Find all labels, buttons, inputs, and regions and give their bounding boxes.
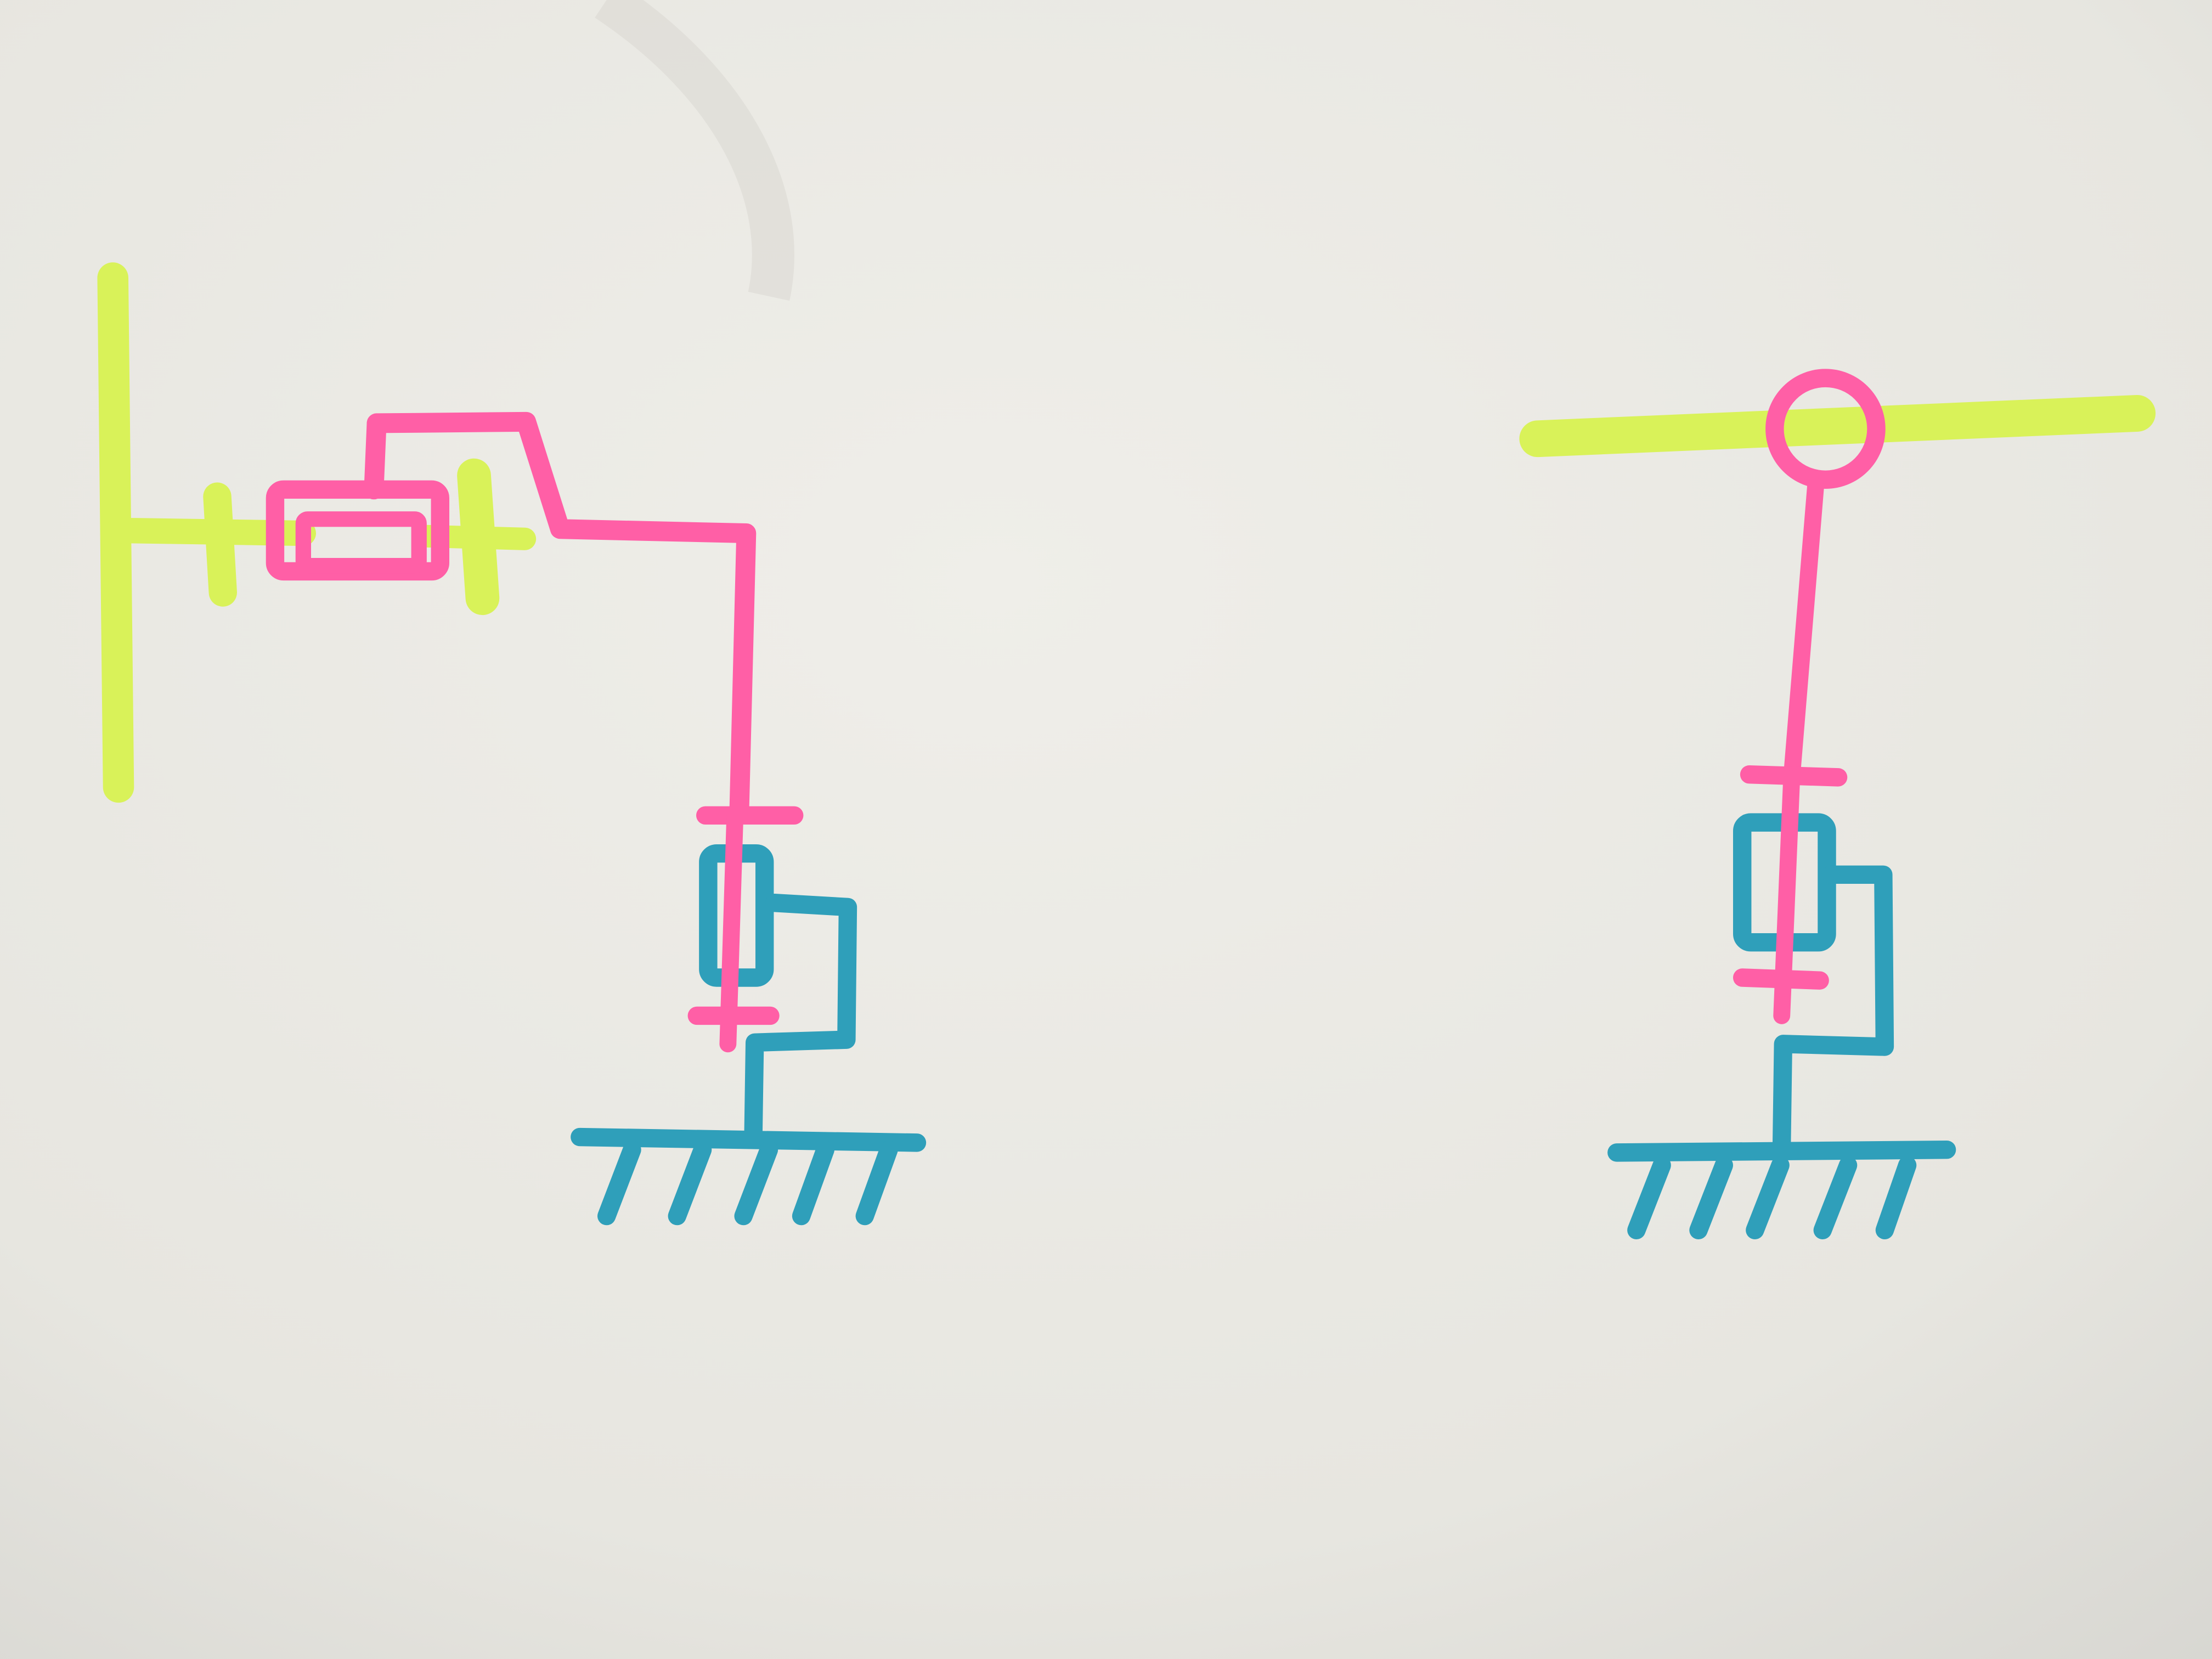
paper-fold [595,0,794,301]
right-mechanism [1519,369,2156,1240]
left-mechanism [97,262,927,1226]
revolute-joint-icon [687,806,857,1145]
ground-icon [1607,1141,1956,1240]
pin-joint-icon [1765,369,1886,489]
ground-icon [571,1127,927,1226]
revolute-joint-icon [1733,765,1894,1152]
vertical-link-icon [1783,478,1824,787]
yellow-bar-icon [1519,395,2156,458]
prismatic-joint-icon [266,413,449,581]
arm-link-icon [366,411,757,823]
